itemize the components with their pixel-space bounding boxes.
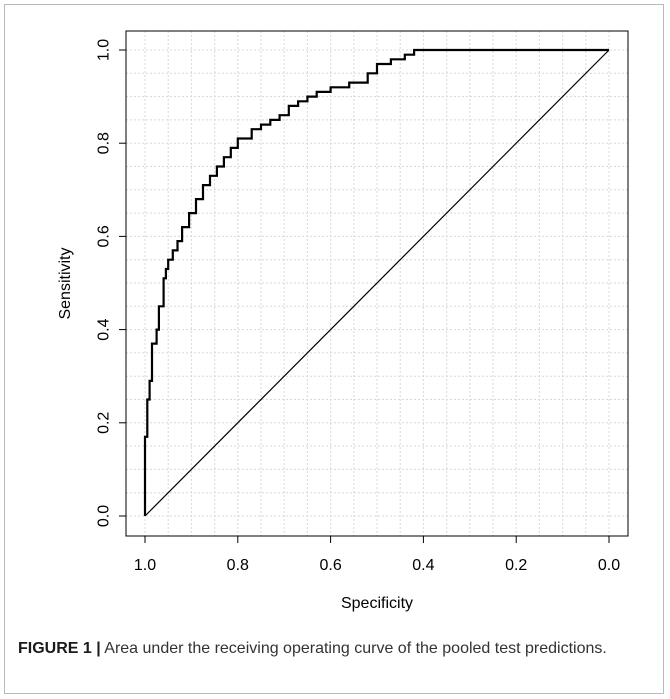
- x-tick-label: 1.0: [134, 557, 156, 574]
- grid-lines: [126, 31, 628, 536]
- x-tick-label: 0.2: [505, 557, 527, 574]
- y-tick-label: 0.8: [96, 132, 113, 154]
- x-axis-label: Specificity: [341, 595, 413, 612]
- plot-area-border: [125, 30, 629, 537]
- y-tick-label: 1.0: [96, 39, 113, 61]
- y-tick-label: 0.6: [96, 225, 113, 247]
- y-tick-label: 0.0: [96, 505, 113, 527]
- roc-curve-line: [143, 48, 609, 516]
- roc-chart: 1.0 0.8 0.6 0.4 0.2 0.0 0.0 0.2 0.4 0.6 0.8 1.0 Sp…: [57, 30, 629, 612]
- y-axis-label: Sensitivity: [57, 247, 74, 319]
- diagonal-reference-line: [144, 49, 610, 517]
- caption-label: FIGURE 1 |: [18, 640, 101, 657]
- x-tick-label: 0.4: [412, 557, 434, 574]
- x-axis-ticks: 1.0 0.8 0.6 0.4 0.2 0.0: [134, 536, 620, 574]
- y-tick-label: 0.2: [96, 412, 113, 434]
- series-layer: [143, 48, 610, 517]
- x-tick-label: 0.6: [319, 557, 341, 574]
- caption-text: Area under the receiving operating curve…: [100, 640, 607, 657]
- y-tick-label: 0.4: [96, 318, 113, 340]
- figure-caption: FIGURE 1 | Area under the receiving oper…: [18, 637, 648, 661]
- figure-frame: [4, 4, 664, 694]
- x-tick-label: 0.0: [598, 557, 620, 574]
- x-tick-label: 0.8: [227, 557, 249, 574]
- y-axis-ticks: 0.0 0.2 0.4 0.6 0.8 1.0: [96, 39, 126, 527]
